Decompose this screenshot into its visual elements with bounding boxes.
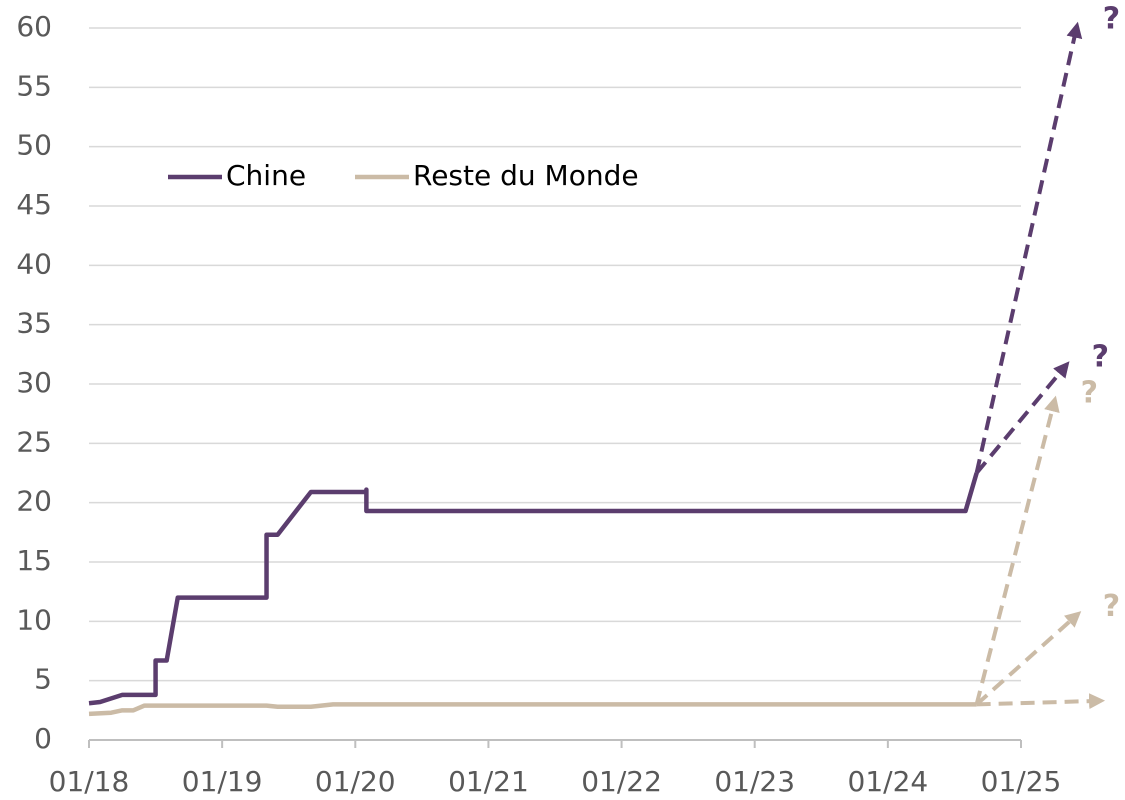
projection-arrow [974,395,1060,705]
projection-arrow [976,693,1106,710]
x-tick-label: 01/19 [182,765,263,798]
x-tick-label: 01/22 [581,765,662,798]
y-tick-label: 20 [16,485,52,518]
line [88,702,977,717]
projection-label: ? [1103,589,1120,624]
y-tick-label: 40 [16,247,52,280]
y-tick-label: 5 [34,663,52,696]
projection-arrow [975,611,1082,706]
y-tick-label: 25 [16,425,52,458]
x-tick-label: 01/23 [714,765,795,798]
x-tick-label: 01/21 [448,765,529,798]
legend-label: Reste du Monde [413,159,639,192]
y-tick-label: 30 [16,366,52,399]
x-tick-label: 01/20 [315,765,396,798]
line [88,472,979,706]
y-tick-label: 60 [16,10,52,43]
y-tick-label: 0 [34,722,52,755]
y-tick-label: 15 [16,544,52,577]
projection-label: ? [1092,340,1109,375]
x-tick-label: 01/25 [981,765,1062,798]
y-tick-label: 55 [16,69,52,102]
y-tick-label: 35 [16,307,52,340]
x-tick-label: 01/18 [49,765,130,798]
y-tick-label: 10 [16,603,52,636]
projection-label: ? [1081,375,1098,410]
projection-arrow [974,21,1083,474]
projection-label: ? [1103,2,1120,37]
y-tick-label: 45 [16,188,52,221]
y-tick-label: 50 [16,129,52,162]
projection-arrow [975,361,1070,475]
x-tick-label: 01/24 [848,765,929,798]
legend-label: Chine [226,159,306,192]
